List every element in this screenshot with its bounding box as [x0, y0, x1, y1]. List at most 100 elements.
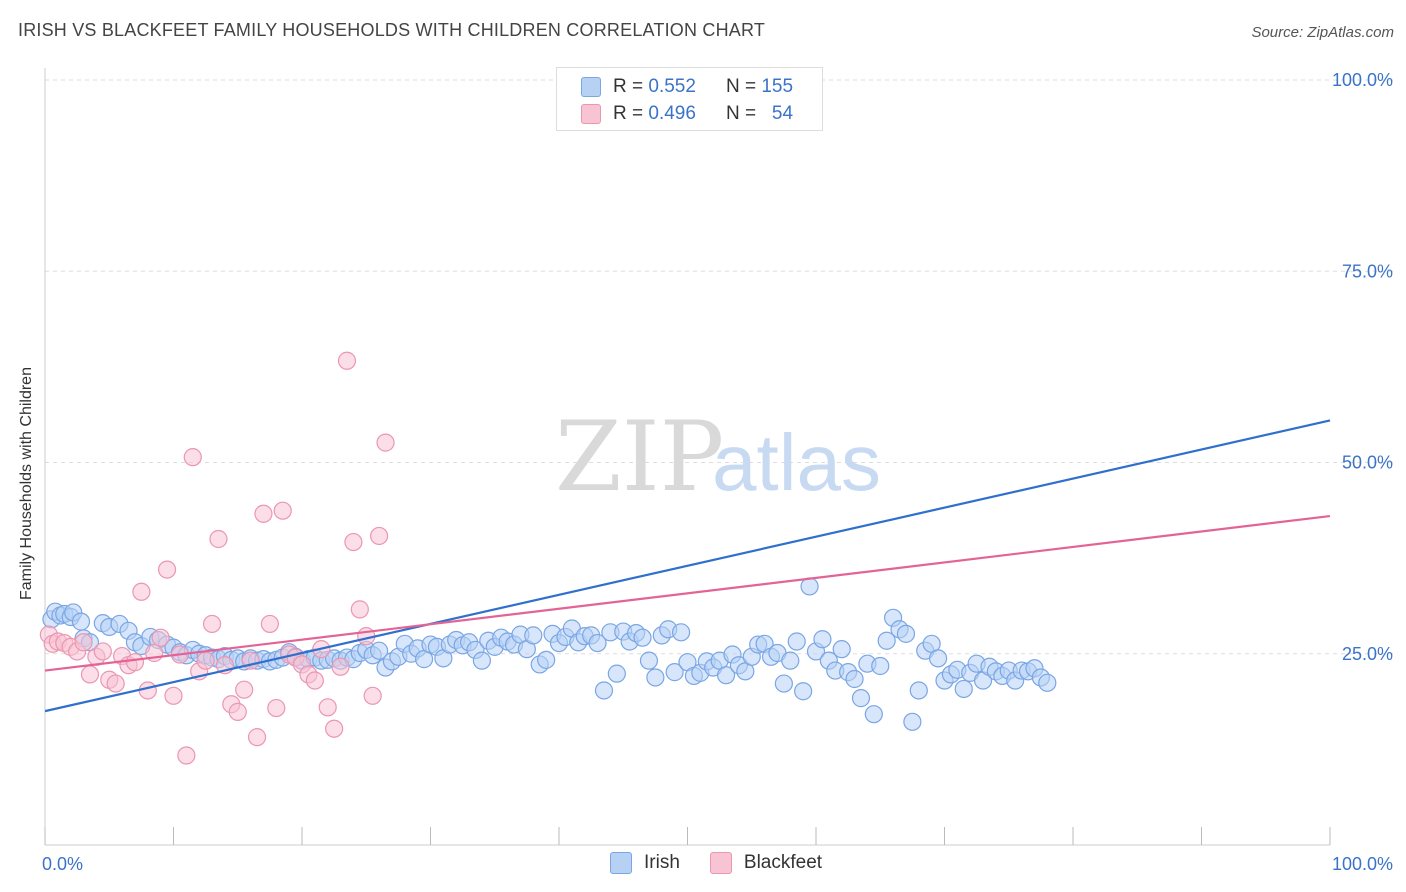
irish-point-133: [903, 712, 922, 731]
blackfeet-point-19: [157, 560, 177, 579]
irish-n-value: 155: [761, 76, 794, 97]
irish-point-141: [954, 679, 973, 699]
blackfeet-point-30: [228, 702, 247, 721]
blackfeet-point-6: [74, 633, 93, 652]
irish-point-125: [851, 689, 871, 708]
irish-r-label: R =: [613, 76, 644, 97]
y-tick-label-1: 50.0%: [1342, 453, 1393, 473]
blackfeet-point-52: [370, 526, 389, 546]
irish-point-84: [588, 633, 607, 653]
irish-point-97: [671, 623, 691, 642]
irish-point-66: [472, 651, 491, 670]
legend-row-blackfeet: R = 0.496 N = 54: [581, 103, 793, 125]
blackfeet-point-15: [132, 582, 151, 601]
watermark: ZIP atlas: [555, 401, 881, 513]
blackfeet-point-42: [305, 671, 324, 690]
blackfeet-swatch: [581, 104, 601, 124]
x-tick-label-0: 0.0%: [42, 854, 83, 874]
tick-labels: 25.0% 50.0% 75.0% 100.0% 0.0% 100.0%: [42, 70, 1393, 874]
series-legend: Irish Blackfeet: [610, 852, 852, 874]
irish-point-122: [832, 640, 851, 659]
blackfeet-r-value: 0.496: [648, 103, 696, 124]
legend-item-blackfeet[interactable]: Blackfeet: [709, 852, 823, 874]
irish-point-134: [909, 681, 928, 700]
blackfeet-legend-label: Blackfeet: [743, 852, 823, 873]
irish-point-128: [871, 656, 890, 676]
legend-row-irish: R = 0.552 N = 155: [581, 76, 793, 98]
irish-point-85: [594, 681, 614, 700]
irish-point-137: [928, 649, 948, 668]
chart-title: IRISH VS BLACKFEET FAMILY HOUSEHOLDS WIT…: [18, 20, 766, 40]
irish-point-96: [665, 663, 684, 682]
irish-point-129: [877, 631, 896, 650]
irish-point-154: [1038, 673, 1057, 692]
blackfeet-point-47: [337, 351, 357, 370]
irish-point-6: [71, 612, 91, 631]
y-tick-label-2: 75.0%: [1342, 261, 1393, 281]
y-tick-label-0: 25.0%: [1342, 644, 1393, 664]
irish-point-115: [787, 632, 806, 651]
axes: [44, 68, 1331, 846]
blackfeet-point-46: [331, 657, 350, 676]
grid-lines: [45, 79, 1395, 655]
irish-point-93: [646, 668, 665, 687]
blackfeet-point-11: [106, 674, 125, 693]
correlation-legend: R = 0.552 N = 155 R = 0.496 N = 54: [556, 67, 823, 131]
blackfeet-n-label: N =: [725, 103, 757, 124]
irish-trend-line: [44, 419, 1331, 713]
blackfeet-point-35: [260, 614, 279, 634]
blackfeet-point-16: [138, 681, 157, 700]
blackfeet-point-26: [202, 614, 222, 634]
blackfeet-point-25: [196, 651, 215, 670]
blackfeet-point-37: [273, 501, 292, 520]
blackfeet-point-45: [325, 719, 344, 738]
blackfeet-legend-swatch: [709, 852, 732, 874]
irish-point-132: [896, 624, 916, 643]
blackfeet-point-34: [254, 504, 273, 523]
blackfeet-r-label: R =: [613, 103, 644, 124]
irish-point-127: [864, 705, 883, 724]
irish-point-87: [607, 664, 626, 683]
blackfeet-point-7: [80, 665, 100, 684]
watermark-atlas: atlas: [712, 418, 881, 507]
irish-point-124: [845, 669, 864, 689]
irish-point-104: [716, 666, 736, 685]
irish-legend-label: Irish: [644, 852, 680, 873]
legend-item-irish[interactable]: Irish: [610, 852, 680, 874]
irish-point-91: [633, 628, 652, 647]
blackfeet-point-18: [151, 628, 170, 647]
irish-point-76: [537, 650, 556, 669]
blackfeet-points: [39, 351, 395, 765]
irish-point-114: [781, 651, 800, 670]
irish-point-50: [370, 641, 389, 660]
blackfeet-point-49: [350, 600, 369, 619]
blackfeet-point-44: [318, 698, 337, 717]
blackfeet-point-14: [125, 653, 145, 672]
blackfeet-point-27: [209, 529, 228, 549]
y-tick-label-3: 100.0%: [1332, 70, 1393, 90]
blackfeet-trend-line: [44, 514, 1331, 672]
irish-point-119: [813, 630, 832, 649]
blackfeet-point-9: [93, 642, 112, 661]
blackfeet-point-23: [183, 448, 202, 467]
blackfeet-point-20: [164, 686, 183, 705]
blackfeet-point-22: [177, 746, 196, 765]
x-tick-label-1: 100.0%: [1332, 854, 1393, 874]
blackfeet-n-value: 54: [771, 103, 794, 124]
trend-lines: [44, 419, 1331, 713]
irish-point-116: [794, 682, 813, 701]
irish-point-117: [800, 577, 819, 596]
source-note: Source: ZipAtlas.com: [1251, 24, 1394, 41]
blackfeet-point-51: [363, 686, 382, 705]
blackfeet-point-36: [267, 698, 286, 718]
watermark-zip: ZIP: [555, 401, 724, 513]
blackfeet-point-33: [247, 728, 267, 747]
irish-point-74: [524, 626, 543, 645]
irish-n-label: N =: [725, 76, 757, 97]
irish-point-113: [774, 674, 793, 693]
blackfeet-point-48: [344, 532, 363, 552]
blackfeet-point-31: [235, 680, 254, 699]
irish-swatch: [581, 77, 601, 97]
irish-legend-swatch: [610, 852, 632, 874]
